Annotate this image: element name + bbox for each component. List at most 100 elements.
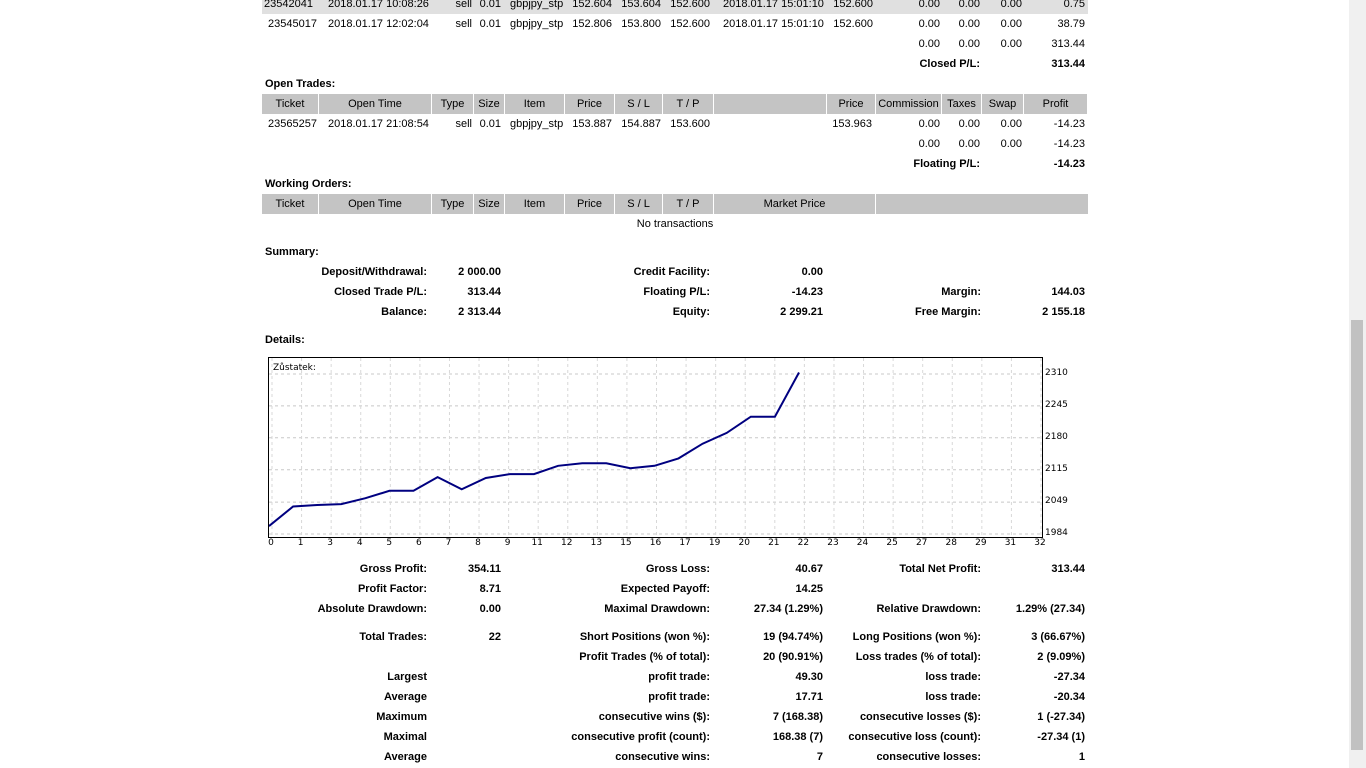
close-time-cell: 2018.01.17 15:01:10 <box>723 18 824 30</box>
header-item: Item <box>505 94 565 114</box>
no-transactions: No transactions <box>636 218 714 230</box>
close-price-cell: 152.600 <box>833 18 873 30</box>
stats-row: Maximum consecutive wins ($): 7 (168.38)… <box>262 707 1088 727</box>
margin-value: 144.03 <box>1051 286 1085 298</box>
maximal-profit-value: 168.38 (7) <box>772 731 823 743</box>
credit-label: Credit Facility: <box>633 266 710 278</box>
gross-profit-label: Gross Profit: <box>359 563 427 575</box>
stats-row: Total Trades: 22 Short Positions (won %)… <box>262 627 1088 647</box>
summary-row: Balance: 2 313.44 Equity: 2 299.21 Free … <box>262 302 1088 322</box>
maximal-loss-label: consecutive loss (count): <box>848 731 981 743</box>
stats-row: Profit Factor: 8.71 Expected Payoff: 14.… <box>262 579 1088 599</box>
closed-pl-row: Closed P/L: 313.44 <box>262 54 1088 74</box>
largest-loss-label: loss trade: <box>925 671 981 683</box>
header-swap: Swap <box>982 94 1024 114</box>
y-tick-label: 2310 <box>1045 368 1068 378</box>
summary-row: Closed Trade P/L: 313.44 Floating P/L: -… <box>262 282 1088 302</box>
x-tick-label: 13 <box>590 538 603 548</box>
stats-row: Largest profit trade: 49.30 loss trade: … <box>262 667 1088 687</box>
price2-cell: 153.963 <box>832 118 872 130</box>
ticket-cell: 23565257 <box>268 118 317 130</box>
y-tick-label: 1984 <box>1045 528 1068 538</box>
gross-loss-label: Gross Loss: <box>645 563 710 575</box>
equity-value: 2 299.21 <box>780 306 823 318</box>
x-tick-label: 0 <box>268 538 274 548</box>
x-tick-label: 28 <box>945 538 957 548</box>
size-cell: 0.01 <box>479 18 501 30</box>
loss-trades-value: 2 (9.09%) <box>1037 651 1085 663</box>
working-orders-header: Ticket Open Time Type Size Item Price S … <box>262 194 1088 214</box>
x-tick-label: 5 <box>386 538 393 548</box>
header-open-time: Open Time <box>319 194 432 214</box>
credit-value: 0.00 <box>801 266 823 278</box>
x-tick-label: 11 <box>531 538 543 548</box>
type-cell: sell <box>455 118 472 130</box>
closed-totals-row: 0.00 0.00 0.00 313.44 <box>262 34 1088 54</box>
floating-pl-label: Floating P/L: <box>913 158 980 170</box>
expected-label: Expected Payoff: <box>620 583 710 595</box>
total-trades-label: Total Trades: <box>359 631 427 643</box>
scrollbar-thumb[interactable] <box>1351 320 1363 750</box>
x-tick-label: 24 <box>856 538 869 548</box>
abs-dd-label: Absolute Drawdown: <box>317 603 427 615</box>
header-price: Price <box>565 94 615 114</box>
tp-cell: 153.600 <box>670 118 710 130</box>
max-wins-value: 7 (168.38) <box>772 711 823 723</box>
free-margin-value: 2 155.18 <box>1042 306 1085 318</box>
header-profit: Profit <box>1024 94 1088 114</box>
header-sl: S / L <box>615 94 663 114</box>
stats-row: Gross Profit: 354.11 Gross Loss: 40.67 T… <box>262 559 1088 579</box>
balance-label: Balance: <box>381 306 427 318</box>
rel-dd-label: Relative Drawdown: <box>876 603 981 615</box>
x-tick-label: 3 <box>327 538 333 548</box>
closed-pl-label: Closed P/L: <box>919 58 980 70</box>
size-cell: 0.01 <box>479 0 501 10</box>
free-margin-label: Free Margin: <box>914 306 981 318</box>
details-title: Details: <box>265 334 305 346</box>
close-price-cell: 152.600 <box>833 0 873 10</box>
open-trades-title: Open Trades: <box>265 78 336 90</box>
abs-dd-value: 0.00 <box>479 603 501 615</box>
vertical-scrollbar[interactable] <box>1349 0 1366 768</box>
deposit-value: 2 000.00 <box>458 266 501 278</box>
header-empty <box>714 94 827 114</box>
price-cell: 152.806 <box>572 18 612 30</box>
average-loss-label: loss trade: <box>925 691 981 703</box>
commission-total: 0.00 <box>918 38 940 50</box>
average-loss-value: -20.34 <box>1053 691 1085 703</box>
expected-value: 14.25 <box>795 583 823 595</box>
stats-row: Average profit trade: 17.71 loss trade: … <box>262 687 1088 707</box>
x-tick-label: 22 <box>797 538 810 548</box>
header-size: Size <box>474 194 505 214</box>
swap-cell: 0.00 <box>1000 18 1022 30</box>
sl-cell: 153.800 <box>621 18 661 30</box>
header-tp: T / P <box>663 94 714 114</box>
header-item: Item <box>505 194 565 214</box>
maximum-label: Maximum <box>376 711 427 723</box>
gross-profit-value: 354.11 <box>467 563 501 575</box>
size-cell: 0.01 <box>479 118 501 130</box>
commission-total: 0.00 <box>918 138 940 150</box>
price-cell: 153.887 <box>572 118 612 130</box>
x-tick-label: 8 <box>475 538 481 548</box>
gross-loss-value: 40.67 <box>795 563 823 575</box>
maximal-label: Maximal <box>383 731 427 743</box>
header-empty <box>876 194 1088 214</box>
working-orders-title: Working Orders: <box>265 178 352 190</box>
x-tick-label: 31 <box>1004 538 1017 548</box>
closed-trade-value: 313.44 <box>467 286 501 298</box>
ticket-cell: 23542041 <box>264 0 313 10</box>
balance-series-line <box>269 372 800 527</box>
header-ticket: Ticket <box>262 194 319 214</box>
x-tick-label: 25 <box>886 538 898 548</box>
chart-plot: Zůstatek: <box>269 358 1042 537</box>
x-tick-label: 32 <box>1034 538 1046 548</box>
ticket-cell: 23545017 <box>268 18 317 30</box>
summary-row: Deposit/Withdrawal: 2 000.00 Credit Faci… <box>262 262 1088 282</box>
x-tick-label: 6 <box>416 538 422 548</box>
y-tick-label: 2180 <box>1045 431 1068 442</box>
open-totals-row: 0.00 0.00 0.00 -14.23 <box>262 134 1088 154</box>
margin-label: Margin: <box>941 286 981 298</box>
loss-trades-label: Loss trades (% of total): <box>855 651 981 663</box>
x-tick-label: 29 <box>975 538 987 548</box>
